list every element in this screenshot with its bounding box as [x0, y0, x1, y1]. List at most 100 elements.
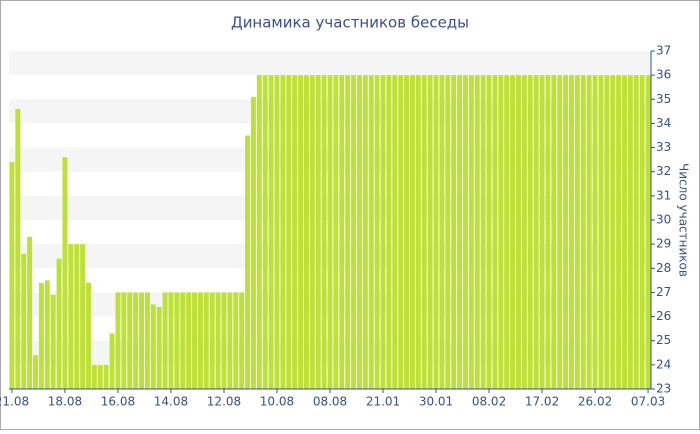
bar	[186, 292, 192, 389]
x-tick-label: 12.08	[207, 395, 241, 409]
y-tick-label: 37	[656, 44, 671, 58]
bar	[21, 253, 27, 389]
bar	[486, 75, 492, 390]
bar	[103, 364, 109, 389]
y-tick-label: 36	[656, 68, 671, 82]
bar	[256, 75, 262, 390]
bar	[592, 75, 598, 390]
bar	[510, 75, 516, 390]
x-tick-label: 16.08	[101, 395, 135, 409]
bar	[115, 292, 121, 389]
bar	[33, 355, 38, 389]
bar	[80, 244, 86, 389]
bar	[74, 244, 80, 389]
bar	[433, 75, 439, 390]
bar	[44, 280, 50, 389]
bar	[62, 157, 68, 389]
bar	[274, 75, 280, 390]
bar	[209, 292, 215, 389]
bar	[315, 75, 321, 390]
bar	[404, 75, 410, 390]
x-tick-label: 14.08	[154, 395, 188, 409]
bar	[439, 75, 445, 390]
bar	[56, 258, 62, 389]
y-tick-label: 33	[656, 140, 671, 154]
y-tick-label: 29	[656, 237, 671, 251]
x-tick-label: 08.02	[472, 395, 506, 409]
bar	[9, 162, 15, 389]
bar	[292, 75, 298, 390]
bar	[415, 75, 421, 390]
bar	[427, 75, 433, 390]
bar	[121, 292, 127, 389]
bar	[386, 75, 392, 390]
bar	[574, 75, 580, 390]
bar	[409, 75, 415, 390]
bar	[633, 75, 639, 390]
bar	[604, 75, 610, 390]
bar	[215, 292, 221, 389]
bar	[150, 304, 156, 389]
bar	[139, 292, 144, 389]
bar	[86, 282, 91, 389]
bar	[516, 75, 521, 390]
bar	[268, 75, 274, 390]
bar	[91, 364, 97, 389]
bar	[68, 244, 74, 389]
y-tick-label: 30	[656, 213, 671, 227]
bar	[468, 75, 474, 390]
bar	[521, 75, 527, 390]
bar	[233, 292, 239, 389]
y-tick-label: 31	[656, 188, 671, 202]
bar	[321, 75, 327, 390]
bar	[197, 292, 203, 389]
bar	[539, 75, 545, 390]
x-tick-label: 07.03	[631, 395, 665, 409]
bar	[580, 75, 586, 390]
bar	[50, 294, 56, 389]
bar	[421, 75, 427, 390]
bar	[162, 292, 168, 389]
bar	[398, 75, 404, 390]
bar	[227, 292, 233, 389]
bar	[180, 292, 186, 389]
bar	[480, 75, 486, 390]
bar	[563, 75, 569, 390]
bar	[622, 75, 627, 390]
y-axis-label: Число участников	[677, 163, 691, 277]
bar	[174, 292, 180, 389]
y-tick-label: 32	[656, 164, 671, 178]
bar	[616, 75, 622, 390]
bar	[392, 75, 398, 390]
bar	[533, 75, 539, 390]
y-tick-label: 24	[656, 357, 671, 371]
x-tick-label: 21.08	[0, 395, 29, 409]
bar	[262, 75, 268, 390]
bar	[333, 75, 339, 390]
bar	[327, 75, 333, 390]
x-tick-label: 17.02	[525, 395, 559, 409]
bar	[457, 75, 463, 390]
bar	[192, 292, 198, 389]
bar	[569, 75, 574, 390]
bar	[645, 75, 651, 390]
bar	[239, 292, 245, 389]
bar	[362, 75, 368, 390]
bar	[462, 75, 468, 390]
x-tick-label: 30.01	[419, 395, 453, 409]
bar	[245, 135, 251, 389]
bar	[15, 108, 21, 389]
bar	[133, 292, 139, 389]
bar	[451, 75, 457, 390]
bar	[280, 75, 286, 390]
x-tick-label: 08.08	[313, 395, 347, 409]
bar	[639, 75, 645, 390]
bar	[298, 75, 304, 390]
bar	[168, 292, 174, 389]
y-tick-label: 26	[656, 309, 671, 323]
y-tick-label: 28	[656, 261, 671, 275]
bar	[221, 292, 227, 389]
bar	[627, 75, 633, 390]
y-tick-label: 35	[656, 92, 671, 106]
bar	[527, 75, 533, 390]
